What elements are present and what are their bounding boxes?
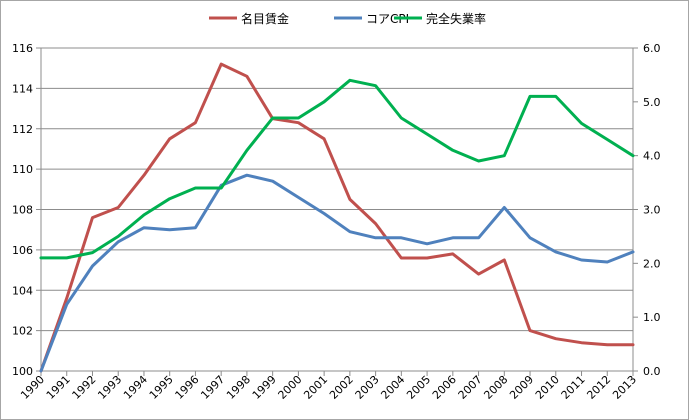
left-axis-tick-label: 112 <box>12 123 33 136</box>
left-axis-tick-label: 100 <box>12 365 33 378</box>
x-axis-tick-label: 2003 <box>353 373 382 402</box>
x-axis-tick-label: 1992 <box>70 373 99 402</box>
x-axis-tick-label: 2010 <box>533 373 562 402</box>
x-axis-tick-label: 2006 <box>430 373 459 402</box>
right-axis-tick-label: 2.0 <box>643 257 661 270</box>
x-axis-tick-label: 2009 <box>507 373 536 402</box>
left-axis-tick-label: 104 <box>12 284 33 297</box>
left-axis-tick-label: 106 <box>12 244 33 257</box>
x-axis-tick-label: 1991 <box>44 373 73 402</box>
x-axis-tick-label: 2005 <box>404 373 433 402</box>
left-axis-tick-label: 102 <box>12 325 33 338</box>
x-axis-tick-label: 2001 <box>301 373 330 402</box>
legend-label: コアCPI <box>366 12 409 26</box>
x-axis-tick-label: 1996 <box>173 373 202 402</box>
left-axis-tick-label: 114 <box>12 82 33 95</box>
x-axis-tick-label: 1998 <box>224 373 253 402</box>
left-axis-tick-label: 116 <box>12 42 33 55</box>
x-axis-tick-label: 2007 <box>456 373 485 402</box>
x-axis-tick-label: 2004 <box>378 373 407 402</box>
x-axis-tick-label: 1997 <box>198 373 227 402</box>
legend-label: 名目賃金 <box>241 11 289 26</box>
series-lines <box>39 62 635 373</box>
left-axis-tick-labels: 100 102 104 106 108 110 112 114 116 <box>12 42 33 378</box>
x-axis-tick-label: 1993 <box>95 373 124 402</box>
legend-label: 完全失業率 <box>426 11 486 26</box>
right-axis-tick-labels: 0.0 1.0 2.0 3.0 4.0 5.0 6.0 <box>643 42 661 378</box>
x-axis-tick-label: 1999 <box>250 373 279 402</box>
series-line-left <box>39 62 635 373</box>
right-axis-tick-label: 3.0 <box>643 204 661 217</box>
x-axis-tick-label: 2008 <box>481 373 510 402</box>
x-axis-tick-label: 1995 <box>147 373 176 402</box>
series-line-right <box>39 78 635 260</box>
right-axis-tick-label: 6.0 <box>643 42 661 55</box>
legend: 名目賃金 コアCPI 完全失業率 <box>209 11 486 26</box>
x-axis-tick-label: 2013 <box>610 373 639 402</box>
x-axis-tick-label: 2012 <box>584 373 613 402</box>
x-axis-tick-labels: 1990199119921993199419951996199719981999… <box>18 373 639 402</box>
x-axis-tick-label: 2011 <box>559 373 588 402</box>
axes <box>36 47 638 376</box>
right-axis-tick-label: 1.0 <box>643 311 661 324</box>
x-axis-tick-label: 2000 <box>276 373 305 402</box>
series-line-left <box>39 173 635 373</box>
right-axis-tick-label: 0.0 <box>643 365 661 378</box>
x-axis-tick-label: 1994 <box>121 373 150 402</box>
left-axis-tick-label: 110 <box>12 163 33 176</box>
right-axis-tick-label: 4.0 <box>643 150 661 163</box>
right-axis-tick-label: 5.0 <box>643 96 661 109</box>
x-axis-tick-label: 2002 <box>327 373 356 402</box>
left-axis-tick-label: 108 <box>12 204 33 217</box>
